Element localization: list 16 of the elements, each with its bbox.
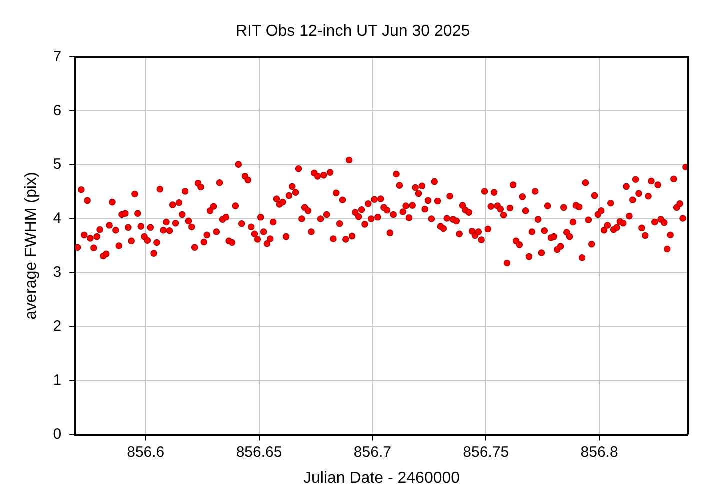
y-tick-label: 0 — [53, 426, 62, 443]
x-tick-label: 856.75 — [463, 444, 510, 461]
y-tick-label: 5 — [53, 156, 62, 174]
chart-title: RIT Obs 12-inch UT Jun 30 2025 — [236, 23, 470, 40]
x-axis-title: Julian Date - 2460000 — [303, 470, 460, 487]
y-tick-label: 3 — [53, 264, 62, 282]
x-tick-label: 856.7 — [354, 444, 392, 461]
y-tick-label: 2 — [53, 318, 62, 336]
y-tick-label: 7 — [53, 48, 62, 66]
x-tick-label: 856.8 — [580, 444, 618, 461]
y-tick-label: 1 — [53, 372, 62, 389]
x-tick-label: 856.6 — [127, 444, 165, 461]
y-axis-title: average FWHM (pix) — [23, 172, 40, 320]
y-tick-label: 6 — [53, 102, 62, 120]
y-tick-label: 4 — [53, 210, 62, 228]
x-tick-label: 856.65 — [236, 444, 282, 461]
